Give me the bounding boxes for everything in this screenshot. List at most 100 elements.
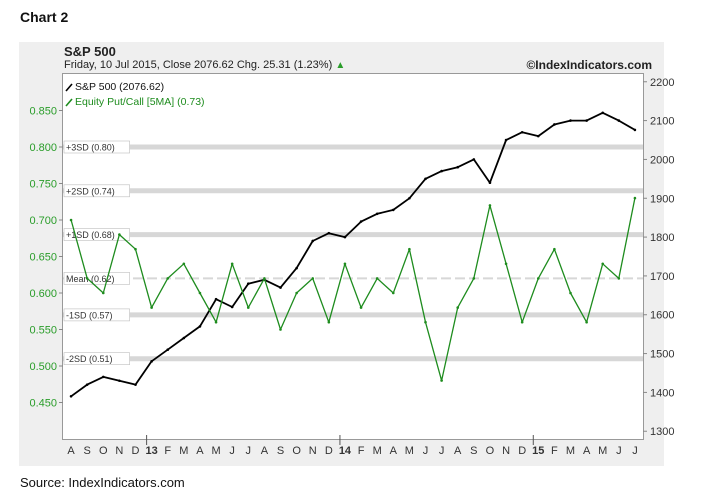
y-right-label-4: 1700 — [650, 271, 674, 283]
x-label-12: A — [261, 445, 269, 457]
series-0-point-1 — [85, 383, 89, 386]
series-1-point-10 — [230, 262, 234, 266]
band-label-box-1 — [63, 184, 130, 198]
series-0-point-26 — [488, 181, 492, 185]
brand-watermark: ©IndexIndicators.com — [526, 58, 652, 72]
x-label-25: S — [470, 445, 477, 457]
subtitle-text: Friday, 10 Jul 2015, Close 2076.62 Chg. … — [64, 59, 333, 71]
x-label-17: 14 — [339, 445, 352, 457]
y-left-label-4: 0.650 — [29, 252, 57, 264]
x-label-8: A — [196, 445, 204, 457]
series-1-point-30 — [553, 247, 556, 251]
x-label-6: F — [164, 445, 171, 457]
series-0-point-7 — [182, 336, 186, 340]
series-0-point-6 — [166, 348, 170, 351]
series-0-point-32 — [585, 119, 588, 122]
series-0-point-13 — [279, 286, 282, 289]
series-1-point-20 — [391, 291, 395, 295]
source-note: Source: IndexIndicators.com — [20, 475, 185, 490]
band-label-1: +2SD (0.74) — [66, 186, 115, 196]
y-left-label-0: 0.450 — [29, 398, 57, 410]
y-left-label-1: 0.500 — [29, 361, 57, 373]
band-label-3: Mean (0.62) — [66, 274, 115, 284]
series-1-point-34 — [617, 277, 621, 280]
band-label-box-5 — [63, 352, 130, 366]
x-label-11: J — [246, 445, 252, 457]
up-arrow-icon: ▲ — [335, 60, 346, 71]
band-label-box-2 — [63, 228, 130, 241]
series-1-point-2 — [101, 291, 105, 295]
series-1-point-3 — [118, 233, 121, 236]
series-1-point-15 — [311, 277, 315, 280]
series-0-point-19 — [375, 212, 379, 216]
band-label-0: +3SD (0.80) — [66, 143, 115, 153]
series-0-point-31 — [569, 119, 572, 122]
x-label-5: 13 — [145, 445, 157, 457]
series-1-point-0 — [69, 218, 73, 222]
series-1-point-27 — [504, 262, 508, 266]
series-1-point-16 — [327, 320, 331, 324]
y-right-label-8: 2100 — [650, 116, 674, 128]
series-1-point-6 — [166, 277, 170, 280]
series-0-point-18 — [359, 220, 363, 223]
band-label-box-3 — [63, 272, 130, 285]
y-left-label-6: 0.750 — [29, 179, 57, 191]
x-label-9: M — [211, 445, 220, 457]
series-0-point-5 — [150, 360, 153, 363]
series-0-point-21 — [408, 196, 411, 200]
series-0-point-29 — [536, 134, 540, 138]
legend-label-0: S&P 500 (2076.62) — [75, 81, 164, 93]
series-0-point-4 — [134, 383, 137, 386]
series-0-point-22 — [424, 177, 427, 181]
series-0-point-17 — [343, 235, 347, 239]
series-1-point-13 — [279, 328, 282, 331]
y-left-label-2: 0.550 — [29, 325, 57, 337]
x-label-7: M — [179, 445, 188, 457]
series-1-point-11 — [246, 306, 250, 309]
x-label-16: D — [325, 445, 333, 457]
x-label-29: 15 — [532, 445, 544, 457]
series-1-point-24 — [456, 306, 460, 309]
series-1-point-7 — [182, 262, 186, 266]
series-1-point-28 — [520, 320, 524, 324]
series-1-point-32 — [585, 320, 588, 324]
chart-heading: Chart 2 — [20, 9, 69, 25]
y-left-label-5: 0.700 — [29, 215, 57, 227]
y-right-label-9: 2200 — [650, 77, 674, 89]
series-0-point-8 — [198, 325, 202, 328]
x-label-14: O — [292, 445, 301, 457]
series-0-point-10 — [230, 305, 234, 309]
series-1-point-19 — [375, 277, 379, 280]
band-label-2: +1SD (0.68) — [66, 230, 115, 240]
series-1-point-8 — [198, 291, 202, 295]
x-label-19: M — [373, 445, 382, 457]
series-1-point-26 — [488, 204, 492, 207]
series-1-point-5 — [150, 306, 153, 309]
y-right-label-6: 1900 — [650, 193, 674, 205]
x-label-30: F — [551, 445, 558, 457]
chart-title: S&P 500 — [64, 44, 116, 59]
series-1-point-23 — [440, 379, 443, 382]
series-1-point-21 — [408, 247, 411, 251]
chart-subtitle: Friday, 10 Jul 2015, Close 2076.62 Chg. … — [64, 59, 345, 71]
series-1-point-12 — [263, 277, 266, 280]
series-1-point-35 — [633, 196, 637, 200]
x-label-13: S — [277, 445, 284, 457]
series-1-point-9 — [214, 320, 218, 324]
y-right-label-3: 1600 — [650, 310, 674, 322]
band-label-4: -1SD (0.57) — [66, 310, 113, 320]
x-label-33: M — [598, 445, 607, 457]
legend-swatch-0 — [65, 83, 73, 92]
series-1-point-25 — [472, 277, 476, 280]
series-0-point-24 — [456, 165, 460, 169]
x-label-21: M — [405, 445, 414, 457]
y-right-label-2: 1500 — [650, 349, 674, 361]
x-label-15: N — [309, 445, 317, 457]
series-1-point-18 — [359, 306, 363, 309]
series-1-point-33 — [601, 262, 605, 266]
band-label-5: -2SD (0.51) — [66, 354, 113, 364]
x-label-0: A — [67, 445, 75, 457]
series-1-point-1 — [85, 277, 89, 280]
x-label-4: D — [132, 445, 140, 457]
plot-area — [62, 73, 644, 440]
